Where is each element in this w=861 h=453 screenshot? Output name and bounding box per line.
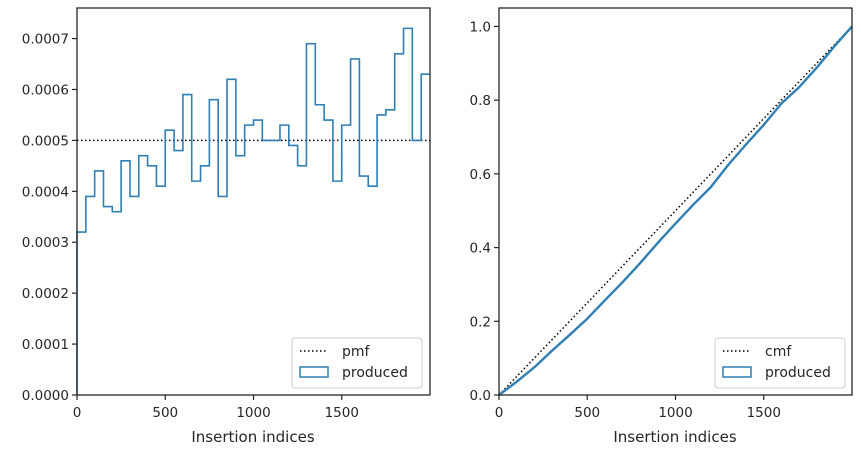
left-x-tick-label: 500 <box>152 405 178 421</box>
right-y-tick-label: 0.4 <box>470 241 491 257</box>
legend-produced-label-right: produced <box>765 365 831 381</box>
cmf-line-panel: 0.0 0.2 0.4 0.6 0.8 1.0 0 500 1000 1500 Insertio… <box>470 7 853 446</box>
legend-produced-label: produced <box>342 365 408 381</box>
right-y-tick-label: 0.0 <box>470 388 491 404</box>
right-y-axis: 0.0 0.2 0.4 0.6 0.8 1.0 <box>470 19 499 404</box>
right-x-tick-label: 0 <box>495 405 504 421</box>
legend-cmf-label: cmf <box>765 344 792 360</box>
left-y-tick-label: 0.0004 <box>22 184 69 200</box>
left-x-tick-label: 1000 <box>236 405 270 421</box>
left-y-tick-label: 0.0002 <box>22 286 69 302</box>
right-x-tick-label: 1000 <box>658 405 692 421</box>
left-y-tick-label: 0.0001 <box>22 337 69 353</box>
right-x-axis: 0 500 1000 1500 <box>495 395 781 421</box>
left-y-axis: 0.0000 0.0001 0.0002 0.0003 0.0004 0.0005 0.00… <box>22 32 77 404</box>
legend-produced-swatch-right <box>722 366 752 378</box>
right-y-tick-label: 0.8 <box>470 93 491 109</box>
right-x-axis-label: Insertion indices <box>613 428 736 446</box>
left-y-tick-label: 0.0003 <box>22 235 69 251</box>
left-data-layer <box>76 27 430 395</box>
plot-area-left <box>77 8 430 395</box>
left-axes-frame <box>76 7 431 396</box>
left-x-axis: 0 500 1000 1500 <box>73 395 359 421</box>
left-x-axis-label: Insertion indices <box>191 428 314 446</box>
left-y-tick-label: 0.0007 <box>22 32 69 48</box>
right-data-layer <box>498 25 853 396</box>
produced-histogram-step <box>76 27 430 395</box>
legend-pmf-label: pmf <box>342 344 371 360</box>
left-y-tick-label: 0.0005 <box>22 133 69 149</box>
left-x-tick-label: 0 <box>73 405 82 421</box>
right-legend: cmf produced <box>714 337 846 389</box>
produced-cumulative-line <box>498 25 853 396</box>
left-y-tick-label: 0.0000 <box>22 388 69 404</box>
right-y-tick-label: 1.0 <box>470 19 491 35</box>
left-legend: pmf produced <box>291 337 423 389</box>
right-y-tick-label: 0.2 <box>470 314 491 330</box>
right-x-tick-label: 1500 <box>747 405 781 421</box>
right-axes-frame <box>498 7 853 396</box>
right-y-tick-label: 0.6 <box>470 167 491 183</box>
pmf-histogram-panel: 0.0000 0.0001 0.0002 0.0003 0.0004 0.0005 0.00… <box>22 7 431 446</box>
cmf-reference-line <box>498 25 853 396</box>
right-x-tick-label: 500 <box>574 405 600 421</box>
plot-area-right <box>499 8 852 395</box>
legend-produced-swatch <box>299 366 329 378</box>
left-x-tick-label: 1500 <box>325 405 359 421</box>
left-y-tick-label: 0.0006 <box>22 82 69 98</box>
